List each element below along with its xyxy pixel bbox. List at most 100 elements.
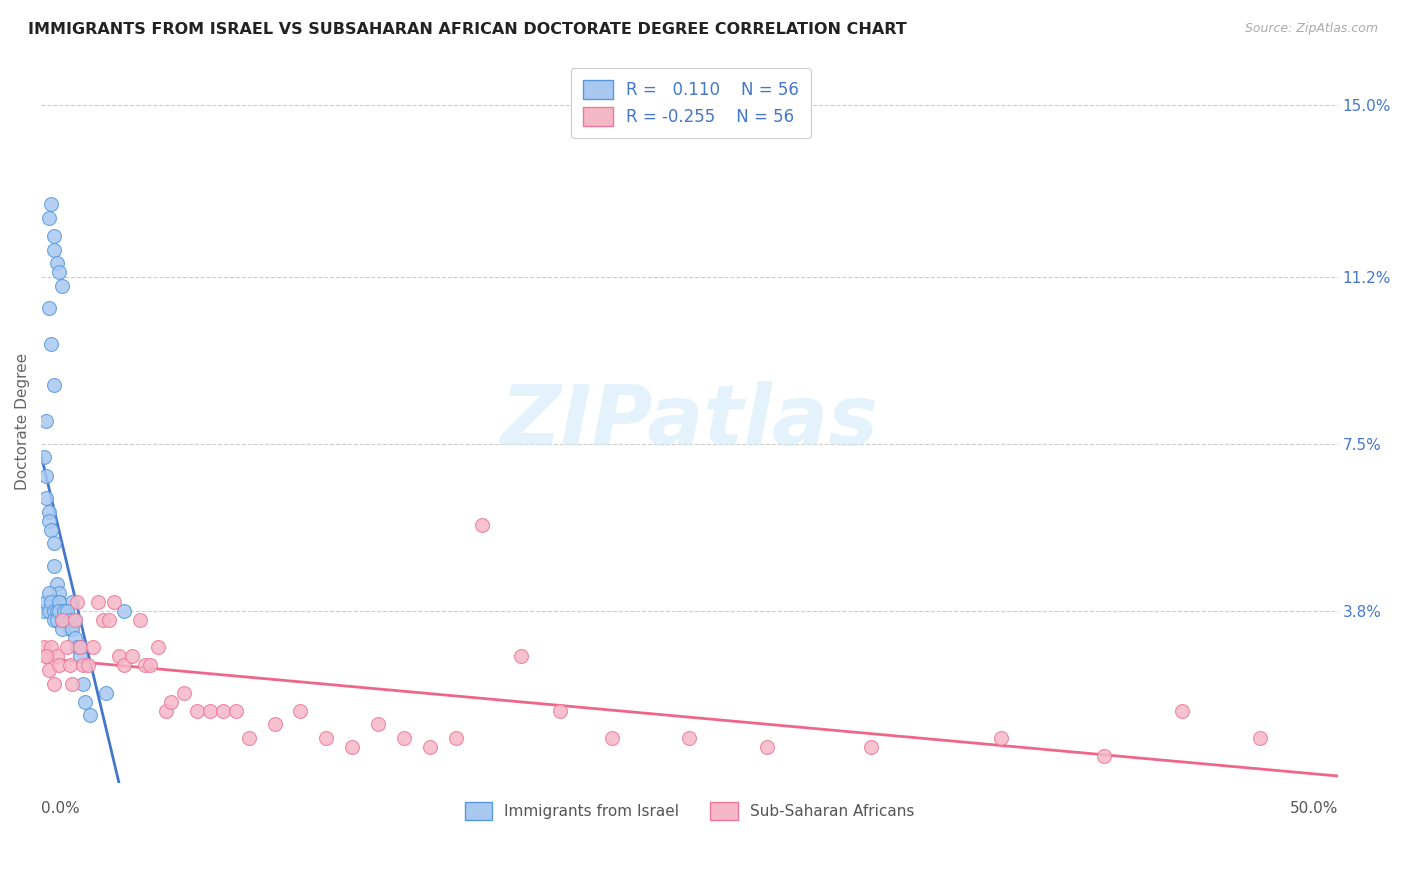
Point [59,613,82,627]
Point [42,604,65,618]
Point [48,595,70,609]
Text: 50.0%: 50.0% [1289,801,1337,816]
Point [444,731,467,745]
Point [42,676,65,690]
Point [56,613,79,627]
Point [146,640,169,655]
Point [87,595,110,609]
Point [678,731,700,745]
Point [60,595,83,609]
Point [51,613,73,627]
Point [53,613,76,627]
Y-axis label: Doctorate Degree: Doctorate Degree [15,352,30,490]
Point [1171,704,1194,718]
Point [51,623,73,637]
Point [42,229,65,244]
Point [94,685,117,699]
Point [38,663,60,677]
Point [59,623,82,637]
Point [69,640,91,655]
Point [53,604,76,618]
Point [48,604,70,618]
Point [41,337,63,351]
Point [48,595,70,609]
Point [63,632,86,646]
Point [41,640,63,655]
Point [32,450,55,465]
Point [42,536,65,550]
Point [48,586,70,600]
Point [93,613,115,627]
Point [859,739,882,754]
Point [32,604,55,618]
Point [38,505,60,519]
Point [38,604,60,618]
Point [82,640,104,655]
Point [35,468,58,483]
Point [112,604,135,618]
Point [600,731,623,745]
Point [41,595,63,609]
Point [63,613,86,627]
Point [60,676,83,690]
Point [69,640,91,655]
Point [1249,731,1271,745]
Point [35,491,58,506]
Point [38,211,60,225]
Point [35,649,58,664]
Point [76,658,98,673]
Text: Source: ZipAtlas.com: Source: ZipAtlas.com [1244,22,1378,36]
Point [42,378,65,392]
Point [225,704,247,718]
Point [72,658,94,673]
Point [38,514,60,528]
Point [45,613,67,627]
Point [211,704,233,718]
Point [139,658,162,673]
Point [342,739,364,754]
Point [263,717,285,731]
Point [59,658,82,673]
Point [48,265,70,279]
Point [75,695,97,709]
Point [35,595,58,609]
Point [1092,748,1115,763]
Text: IMMIGRANTS FROM ISRAEL VS SUBSAHARAN AFRICAN DOCTORATE DEGREE CORRELATION CHART: IMMIGRANTS FROM ISRAEL VS SUBSAHARAN AFR… [28,22,907,37]
Point [42,243,65,257]
Point [35,649,58,664]
Point [548,704,571,718]
Point [108,649,131,664]
Point [45,649,67,664]
Point [60,623,83,637]
Point [471,518,494,533]
Point [56,604,79,618]
Point [128,613,150,627]
Point [56,604,79,618]
Point [32,640,55,655]
Point [38,301,60,316]
Point [97,613,120,627]
Point [41,197,63,211]
Point [392,731,415,745]
Point [45,256,67,270]
Point [45,604,67,618]
Text: 0.0%: 0.0% [41,801,80,816]
Point [51,278,73,293]
Point [66,595,89,609]
Point [198,704,221,718]
Legend: Immigrants from Israel, Sub-Saharan Africans: Immigrants from Israel, Sub-Saharan Afri… [458,797,921,826]
Point [509,649,531,664]
Point [238,731,260,745]
Point [367,717,389,731]
Point [42,559,65,574]
Point [756,739,779,754]
Point [159,695,181,709]
Point [121,649,143,664]
Point [990,731,1012,745]
Point [79,708,101,723]
Point [48,658,70,673]
Point [69,649,91,664]
Point [134,658,156,673]
Point [290,704,312,718]
Text: ZIPatlas: ZIPatlas [501,381,879,462]
